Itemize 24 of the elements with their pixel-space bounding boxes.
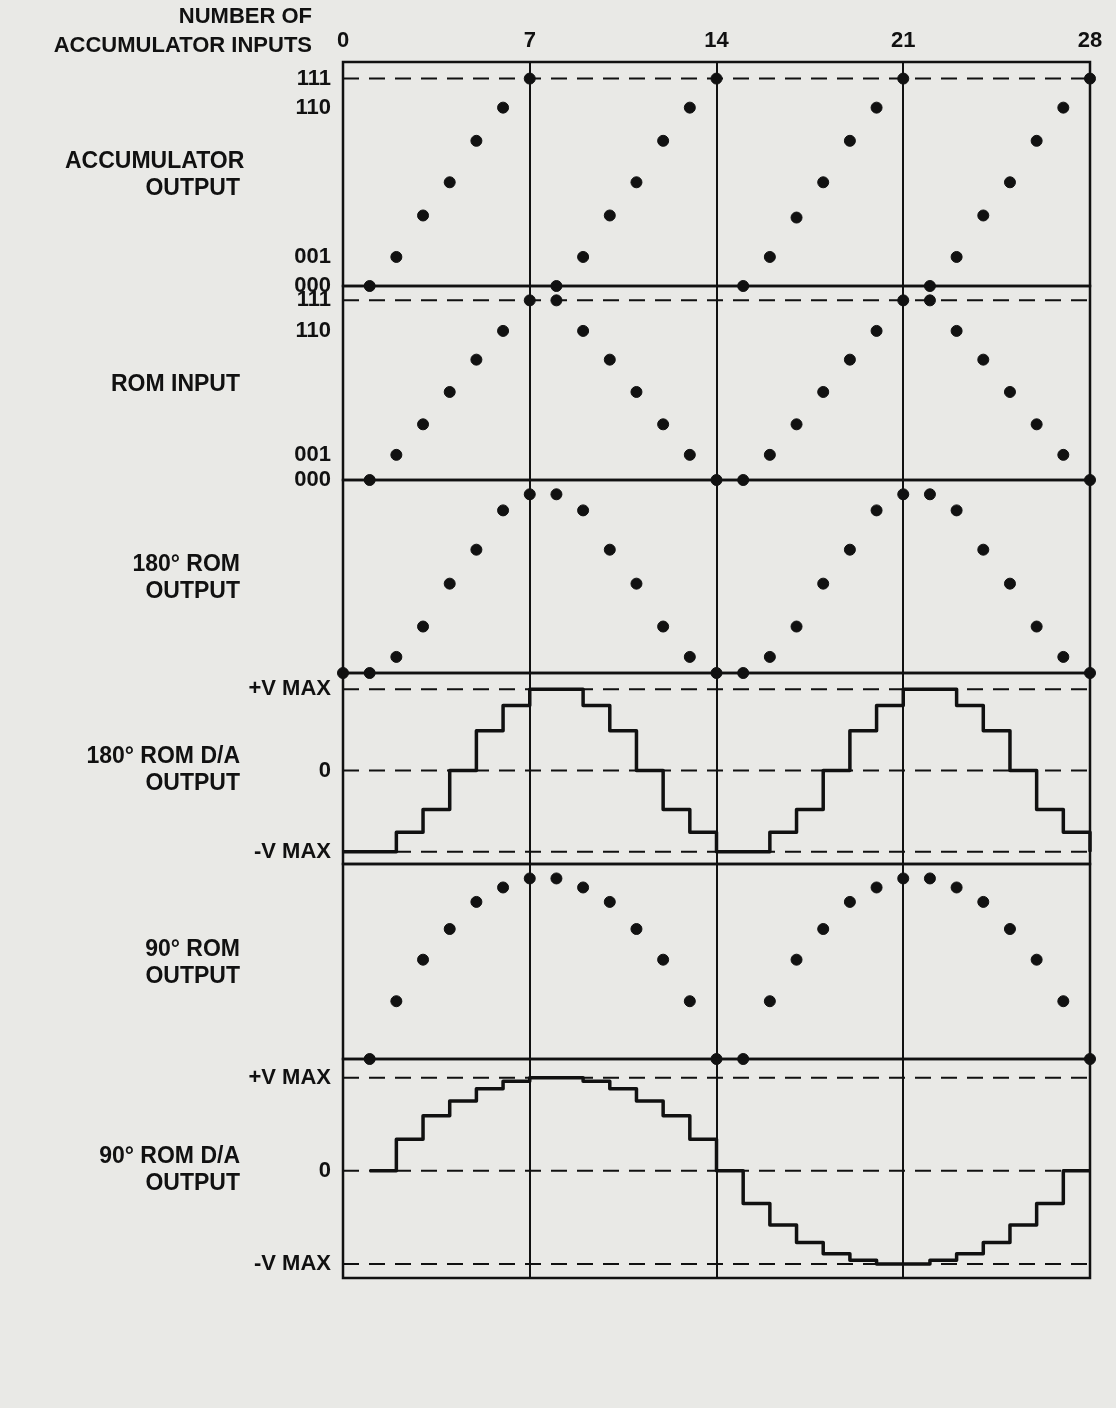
ref-line-label: +V MAX — [248, 1063, 332, 1089]
ref-line-label: 0 — [318, 756, 331, 782]
text: 110 — [295, 316, 331, 342]
ref-line-label: +V MAX — [248, 675, 332, 701]
y-axis-title: ACCUMULATOR OUTPUT — [65, 147, 245, 201]
y-axis-title: 90° ROM OUTPUT — [144, 934, 240, 989]
x-tick-label: 0 — [336, 26, 350, 52]
x-tick-label: 28 — [1077, 26, 1103, 52]
y-axis-title: 180° ROM D/A OUTPUT — [85, 741, 240, 796]
x-tick-label: 21 — [891, 26, 916, 52]
ref-line-label: -V MAX — [254, 837, 332, 863]
text: 001 — [294, 243, 331, 269]
x-tick-label: 14 — [704, 26, 730, 52]
ref-line-label: -V MAX — [254, 1250, 332, 1276]
y-axis-title: 180° ROM OUTPUT — [131, 549, 240, 604]
y-axis-title: ROM INPUT — [110, 369, 240, 397]
ref-line-label: 0 — [318, 1156, 331, 1182]
text: 111 — [296, 64, 331, 90]
text: 110 — [295, 93, 331, 119]
text: 000 — [294, 466, 331, 492]
y-axis-title: 90° ROM D/A OUTPUT — [98, 1141, 240, 1196]
text: 001 — [294, 440, 331, 466]
x-axis-title: NUMBER OF ACCUMULATOR INPUTS — [53, 3, 312, 57]
x-tick-label: 7 — [523, 26, 536, 52]
